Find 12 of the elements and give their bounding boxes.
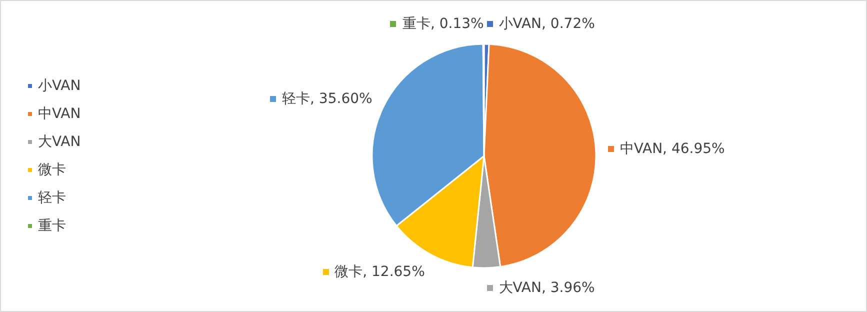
legend-label: 重卡 — [38, 218, 66, 234]
data-label: 重卡, 0.13% — [401, 16, 484, 32]
data-label: 大VAN, 3.96% — [498, 280, 595, 296]
data-label: 中VAN, 46.95% — [618, 141, 725, 158]
legend-label: 小VAN — [38, 78, 81, 94]
data-label: 小VAN, 0.72% — [498, 16, 595, 32]
legend-label: 中VAN — [38, 106, 81, 122]
data-label: 微卡, 12.65% — [334, 264, 425, 280]
legend-label: 大VAN — [38, 134, 81, 150]
legend-label: 微卡 — [38, 162, 66, 178]
data-label: 轻卡, 35.60% — [281, 91, 372, 108]
legend-label: 轻卡 — [38, 190, 66, 206]
